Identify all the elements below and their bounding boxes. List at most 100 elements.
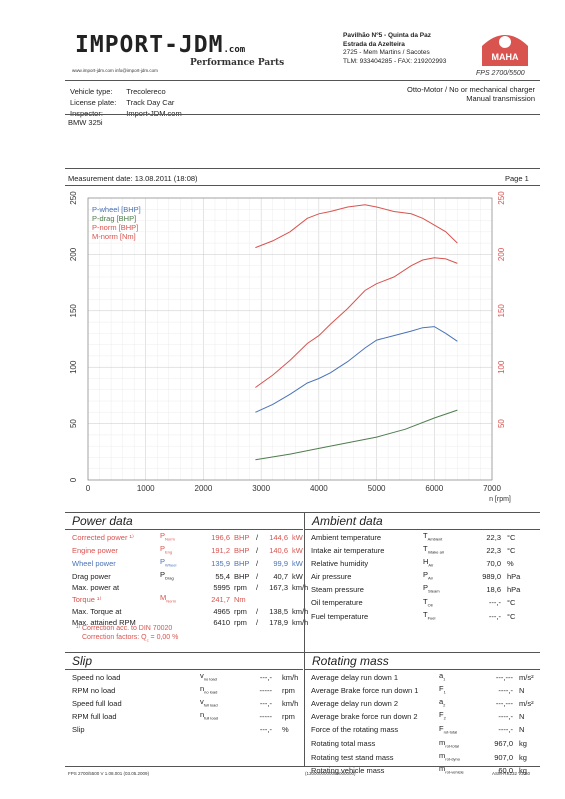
ambient-value: 989,0 (482, 571, 501, 581)
power-unit-2: km/h (292, 618, 309, 628)
ambient-label: Ambient temperature (311, 532, 382, 542)
power-symbol-letter: P (160, 557, 166, 566)
rotating-mass-row: Rotating test stand mass mrot-dyno 907,0 kg (311, 751, 534, 764)
divider (65, 80, 540, 81)
power-separator: / (255, 583, 259, 592)
slip-value: ----- (259, 711, 273, 721)
power-value: 6410 (213, 618, 230, 628)
x-tick-label: 2000 (195, 484, 213, 493)
vehicle-label: Inspector: (70, 109, 124, 118)
slip-unit: rpm (282, 685, 295, 695)
power-separator: / (255, 571, 259, 581)
power-unit: rpm (234, 618, 247, 628)
footer-left: FPS 2700/5500 V 1.08.001 (03.05.2009) (68, 771, 150, 776)
ambient-symbol: PAir (423, 570, 471, 583)
vehicle-model: BMW 325i (68, 118, 103, 127)
power-value: 196,6 (211, 532, 230, 542)
logo-suffix: .com (223, 45, 246, 55)
vehicle-row: License plate: Track Day Car (70, 98, 190, 107)
slip-symbol: nfull load (200, 710, 248, 723)
rotating-mass-symbol-subscript: rot-vehicle (445, 769, 464, 775)
power-label: Wheel power (72, 558, 116, 568)
ambient-unit: hPa (507, 571, 521, 581)
ambient-row: Oil temperature TOil ---,- °C (311, 596, 520, 610)
address-line: 2725 - Mem Martins / Sacotes (343, 49, 430, 56)
logo: IMPORT-JDM.com (75, 32, 245, 58)
y-left-tick-label: 100 (69, 360, 78, 374)
rotating-mass-unit: N (519, 685, 525, 695)
power-value: 5995 (213, 583, 230, 592)
x-tick-label: 0 (86, 484, 91, 493)
maha-logo-text: MAHA (492, 52, 519, 62)
ambient-symbol-letter: T (423, 596, 428, 606)
slip-unit: km/h (282, 672, 299, 682)
ambient-value: ---,- (488, 598, 501, 608)
vehicle-value: Import-JDM.com (126, 109, 189, 118)
rotating-mass-value: ----,- (498, 711, 513, 721)
slip-symbol-letter: n (200, 684, 205, 693)
slip-row: Speed full load vfull load ---,- km/h (72, 697, 298, 710)
legend-entry: P-wheel [BHP] (92, 205, 141, 214)
power-value-2: 144,6 (269, 532, 288, 542)
ambient-value: 22,3 (486, 532, 501, 542)
power-unit-2: kW (292, 532, 303, 542)
vehicle-value: Track Day Car (126, 98, 175, 107)
slip-symbol-subscript: full load (204, 715, 218, 721)
slip-unit: km/h (282, 698, 299, 708)
power-unit: BHP (234, 545, 250, 555)
ambient-symbol-subscript: Air (428, 562, 434, 568)
power-unit-2: km/h (292, 606, 309, 616)
slip-symbol-subscript: no load (203, 676, 217, 682)
ambient-symbol: TIntake air (423, 544, 471, 557)
correction-factors-value: = 0,00 % (150, 634, 179, 641)
power-symbol: PDrag (160, 570, 200, 583)
ambient-value: ---,- (488, 611, 501, 621)
y-left-tick-label: 50 (69, 419, 78, 428)
series-line-p-norm (255, 257, 458, 388)
rotating-mass-symbol-subscript: 1 (443, 676, 446, 682)
rotating-mass-unit: kg (519, 752, 527, 762)
divider (65, 114, 540, 115)
legend-entry: P-norm [BHP] (92, 223, 138, 232)
rotating-mass-unit: kg (519, 765, 527, 775)
rotating-mass-symbol-letter: a (439, 697, 444, 706)
y-right-tick-label: 50 (497, 419, 506, 428)
ambient-symbol-subscript: Steam (428, 588, 440, 594)
rotating-mass-symbol-letter: F (439, 710, 444, 719)
ambient-row: Intake air temperature TIntake air 22,3 °C (311, 544, 520, 557)
vehicle-row: Vehicle type: Trecolereco (70, 87, 190, 96)
rotating-mass-value: ---,--- (495, 698, 513, 708)
power-symbol-letter: P (160, 531, 166, 540)
rotating-mass-value: 907,0 (494, 752, 513, 762)
plot-frame (87, 197, 493, 481)
slip-symbol-letter: v (200, 697, 204, 706)
correction-factors-sub: c (146, 637, 149, 643)
rotating-mass-symbol: mrot-total (439, 737, 483, 751)
ambient-row: Fuel temperature TFuel ---,- °C (311, 610, 520, 623)
ambient-symbol-subscript: Ambient (427, 536, 443, 542)
power-symbol: MNorm (160, 593, 200, 607)
slip-label: RPM full load (72, 711, 117, 721)
power-separator: / (255, 545, 259, 555)
y-right-tick-label: 100 (497, 360, 506, 374)
power-row: Corrected power ¹⁾ PNorm 196,6 BHP / 144,6 kW (72, 531, 308, 544)
ambient-symbol-subscript: Fuel (427, 615, 436, 621)
rotating-mass-row: Average delay run down 1 a1 ---,--- m/s² (311, 671, 534, 684)
rotating-mass-label: Average brake force run down 2 (311, 711, 418, 721)
ambient-symbol-letter: P (423, 570, 429, 579)
power-symbol-subscript: Norm (166, 598, 177, 604)
ambient-symbol: HAir (423, 557, 471, 570)
power-value-2: 138,5 (269, 606, 288, 616)
slip-row: RPM full load nfull load ----- rpm (72, 710, 298, 723)
ambient-symbol: TOil (423, 596, 471, 610)
legend-entry: P-drag [BHP] (92, 214, 136, 223)
ambient-symbol-letter: T (423, 544, 428, 553)
rotating-mass-label: Average delay run down 1 (311, 672, 399, 682)
ambient-symbol-letter: H (423, 557, 429, 566)
power-symbol-letter: M (160, 593, 167, 602)
power-row: Max. power at 5995 rpm / 167,3 km/h (72, 583, 308, 593)
rotating-mass-symbol-letter: m (439, 764, 446, 773)
rotating-mass-symbol: mrot-dyno (439, 751, 483, 764)
power-separator: / (255, 532, 259, 542)
rotating-mass-label: Rotating test stand mass (311, 752, 394, 762)
